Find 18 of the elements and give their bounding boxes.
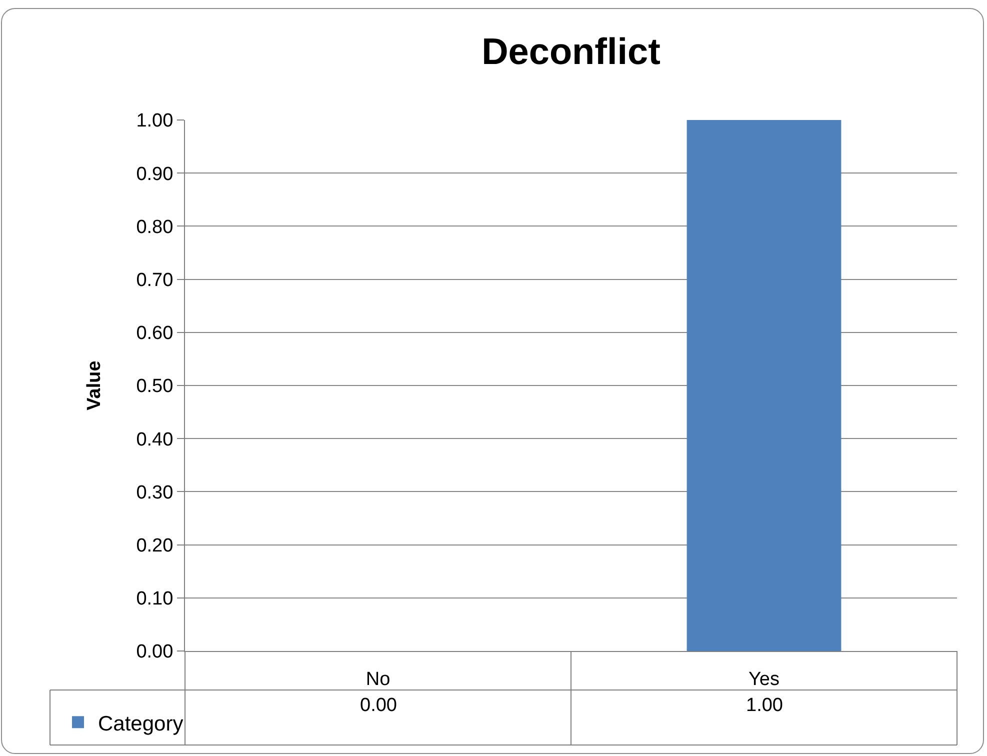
y-axis-title: Value	[84, 360, 106, 410]
y-tick-label: 0.30	[136, 482, 174, 504]
y-tick-label: 0.20	[136, 535, 174, 556]
y-tick-label: 0.70	[136, 270, 174, 291]
y-tick-label: 0.10	[136, 588, 174, 610]
data-label: 1.00	[746, 695, 783, 716]
y-tick-label: 0.80	[136, 216, 174, 238]
x-tick-label: Yes	[748, 668, 780, 690]
y-tick-label: 0.90	[136, 164, 174, 185]
x-tick-label: No	[366, 668, 390, 690]
chart-title: Deconflict	[482, 30, 660, 72]
y-tick-label: 0.00	[136, 642, 174, 663]
y-tick-label: 1.00	[136, 110, 174, 132]
y-tick-label: 0.50	[136, 376, 174, 398]
y-tick-label: 0.40	[136, 429, 174, 450]
y-tick-label: 0.60	[136, 323, 174, 344]
legend-label: Category	[98, 712, 184, 736]
data-label: 0.00	[360, 695, 397, 716]
